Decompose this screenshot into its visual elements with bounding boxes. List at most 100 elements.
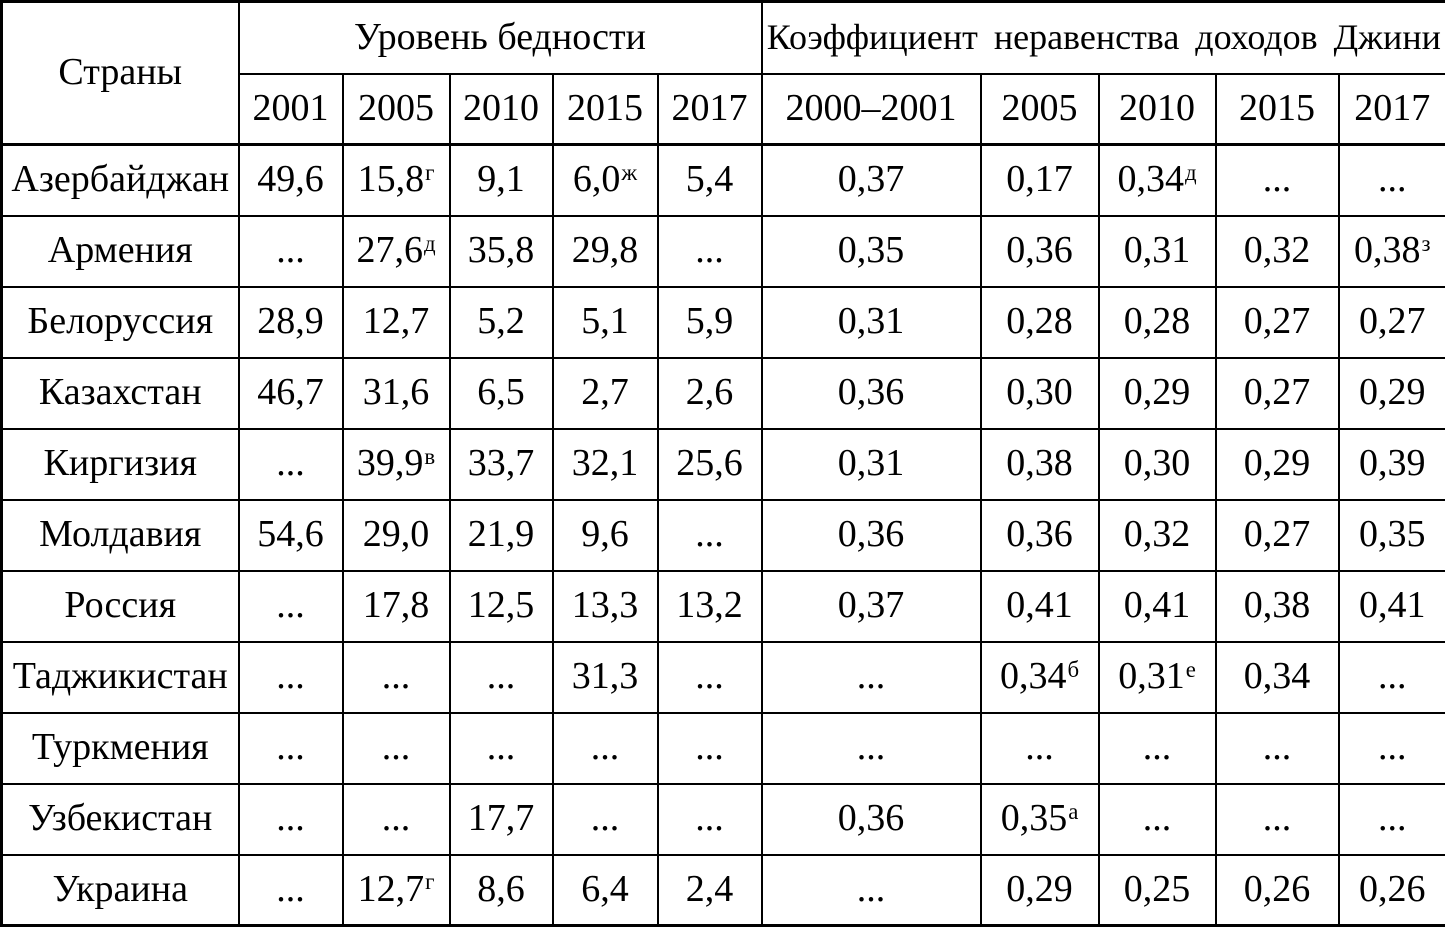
data-cell: ... bbox=[239, 642, 343, 713]
data-cell: 12,7 bbox=[343, 287, 450, 358]
data-cell: 9,6 bbox=[553, 500, 658, 571]
country-cell: Казахстан bbox=[2, 358, 239, 429]
data-cell: 0,38з bbox=[1339, 216, 1445, 287]
data-cell: ... bbox=[239, 216, 343, 287]
year-header-cell: 2010 bbox=[1099, 74, 1216, 145]
data-cell: 0,41 bbox=[981, 571, 1099, 642]
data-cell: 0,31е bbox=[1099, 642, 1216, 713]
year-header-cell: 2001 bbox=[239, 74, 343, 145]
data-cell: 5,9 bbox=[658, 287, 762, 358]
data-cell: ... bbox=[239, 784, 343, 855]
data-cell: 0,17 bbox=[981, 145, 1099, 216]
data-cell: 5,1 bbox=[553, 287, 658, 358]
data-cell: 0,36 bbox=[762, 358, 981, 429]
data-cell: 31,3 bbox=[553, 642, 658, 713]
data-cell: ... bbox=[239, 571, 343, 642]
data-cell: ... bbox=[762, 713, 981, 784]
data-cell: 17,7 bbox=[450, 784, 553, 855]
data-cell: 0,28 bbox=[981, 287, 1099, 358]
data-cell: 0,29 bbox=[1216, 429, 1339, 500]
data-cell: 35,8 bbox=[450, 216, 553, 287]
data-cell: 49,6 bbox=[239, 145, 343, 216]
data-cell: 0,34б bbox=[981, 642, 1099, 713]
footnote-marker: г bbox=[425, 869, 434, 894]
data-cell: 0,38 bbox=[981, 429, 1099, 500]
data-cell: 0,35 bbox=[1339, 500, 1445, 571]
country-cell: Киргизия bbox=[2, 429, 239, 500]
data-cell: ... bbox=[450, 642, 553, 713]
data-cell: 46,7 bbox=[239, 358, 343, 429]
year-header-cell: 2000–2001 bbox=[762, 74, 981, 145]
data-cell: 0,31 bbox=[762, 429, 981, 500]
data-cell: ... bbox=[981, 713, 1099, 784]
footnote-marker: д bbox=[1185, 160, 1197, 185]
data-cell: 6,4 bbox=[553, 855, 658, 926]
data-cell: ... bbox=[239, 855, 343, 926]
data-cell: 0,39 bbox=[1339, 429, 1445, 500]
country-cell: Молдавия bbox=[2, 500, 239, 571]
data-cell: ... bbox=[343, 642, 450, 713]
data-cell: 13,2 bbox=[658, 571, 762, 642]
table-row: Туркмения.............................. bbox=[2, 713, 1445, 784]
year-header-cell: 2017 bbox=[1339, 74, 1445, 145]
data-cell: 0,36 bbox=[762, 784, 981, 855]
country-cell: Украина bbox=[2, 855, 239, 926]
data-cell: ... bbox=[1339, 642, 1445, 713]
data-cell: 0,34 bbox=[1216, 642, 1339, 713]
data-cell: 0,27 bbox=[1216, 500, 1339, 571]
group-header-row: Страны Уровень бедности Коэффициент нера… bbox=[2, 2, 1445, 74]
data-cell: ... bbox=[1339, 713, 1445, 784]
data-cell: 32,1 bbox=[553, 429, 658, 500]
footnote-marker: д bbox=[424, 231, 436, 256]
data-cell: 5,2 bbox=[450, 287, 553, 358]
data-cell: 29,8 bbox=[553, 216, 658, 287]
data-cell: ... bbox=[343, 784, 450, 855]
data-cell: 0,31 bbox=[762, 287, 981, 358]
data-cell: ... bbox=[239, 429, 343, 500]
data-cell: 0,28 bbox=[1099, 287, 1216, 358]
data-cell: ... bbox=[658, 784, 762, 855]
data-cell: ... bbox=[658, 713, 762, 784]
data-cell: 2,4 bbox=[658, 855, 762, 926]
country-cell: Азербайджан bbox=[2, 145, 239, 216]
data-cell: ... bbox=[1099, 784, 1216, 855]
country-cell: Туркмения bbox=[2, 713, 239, 784]
data-cell: ... bbox=[1339, 784, 1445, 855]
data-cell: 0,29 bbox=[1099, 358, 1216, 429]
data-cell: 0,34д bbox=[1099, 145, 1216, 216]
data-cell: ... bbox=[1099, 713, 1216, 784]
data-cell: 0,25 bbox=[1099, 855, 1216, 926]
data-cell: ... bbox=[553, 784, 658, 855]
data-cell: 0,30 bbox=[981, 358, 1099, 429]
year-header-cell: 2005 bbox=[343, 74, 450, 145]
data-cell: 0,27 bbox=[1339, 287, 1445, 358]
data-cell: 21,9 bbox=[450, 500, 553, 571]
data-cell: 0,26 bbox=[1216, 855, 1339, 926]
data-cell: ... bbox=[658, 500, 762, 571]
footnote-marker: б bbox=[1067, 657, 1079, 682]
data-cell: ... bbox=[1216, 145, 1339, 216]
footnote-marker: ж bbox=[621, 160, 637, 185]
data-cell: 13,3 bbox=[553, 571, 658, 642]
data-cell: 0,41 bbox=[1099, 571, 1216, 642]
data-cell: ... bbox=[1216, 713, 1339, 784]
data-cell: 25,6 bbox=[658, 429, 762, 500]
data-cell: 0,36 bbox=[981, 500, 1099, 571]
data-cell: 9,1 bbox=[450, 145, 553, 216]
data-cell: ... bbox=[762, 855, 981, 926]
data-cell: 6,5 bbox=[450, 358, 553, 429]
country-cell: Таджикистан bbox=[2, 642, 239, 713]
country-cell: Армения bbox=[2, 216, 239, 287]
year-header-cell: 2005 bbox=[981, 74, 1099, 145]
data-cell: 8,6 bbox=[450, 855, 553, 926]
